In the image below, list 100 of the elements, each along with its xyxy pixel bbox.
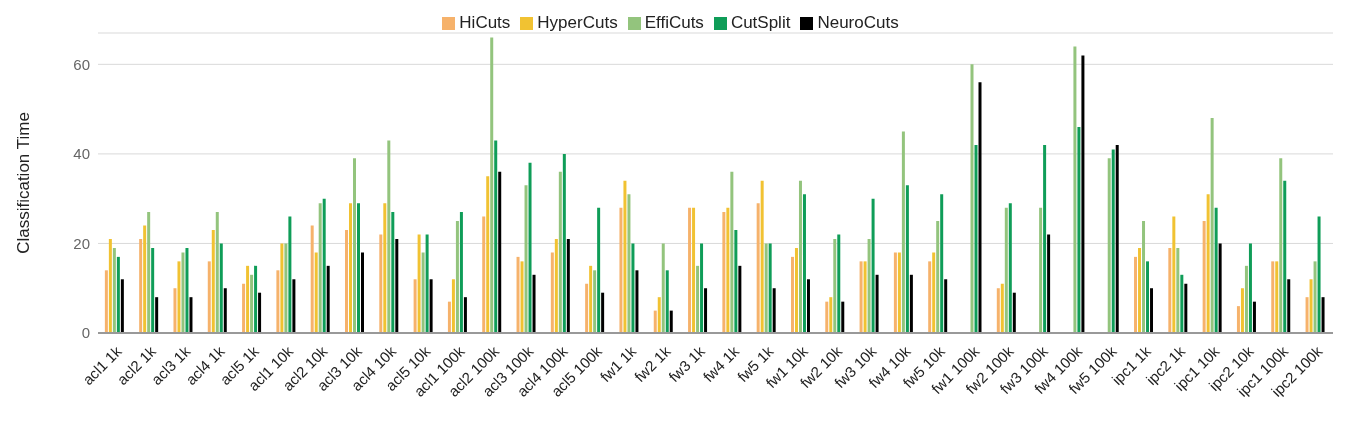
bar (623, 180, 627, 333)
bar (173, 288, 177, 333)
bar (314, 252, 318, 333)
y-tick-label: 20 (73, 234, 90, 252)
bar (806, 279, 810, 333)
bar (326, 265, 330, 333)
bar (772, 288, 776, 333)
bar (151, 247, 155, 333)
bar (421, 252, 425, 333)
bar (1184, 283, 1188, 333)
bar (585, 283, 589, 333)
bar (905, 185, 909, 333)
bar (1077, 127, 1081, 333)
bar (688, 207, 692, 333)
bar (322, 198, 326, 333)
bar (550, 252, 554, 333)
bar (790, 256, 794, 333)
bar (276, 270, 280, 333)
y-axis-title: Classification Time (14, 112, 34, 254)
bar (181, 252, 185, 333)
bar (1206, 194, 1210, 333)
bar (288, 216, 292, 333)
bar (978, 82, 982, 333)
bar (1214, 207, 1218, 333)
bar (554, 238, 558, 333)
bar (1043, 144, 1047, 333)
bar (566, 238, 570, 333)
bar (425, 234, 429, 333)
bar (219, 243, 223, 333)
bar (391, 212, 395, 333)
bar (1008, 203, 1012, 333)
bar (970, 64, 974, 333)
bar (361, 252, 364, 333)
bar (726, 207, 730, 333)
bar (1305, 297, 1309, 333)
bar (516, 256, 520, 333)
bar (1240, 288, 1244, 333)
bar (661, 243, 665, 333)
bar (310, 225, 314, 333)
bar (593, 270, 597, 333)
bar (768, 243, 772, 333)
bar (802, 194, 806, 333)
y-tick-label: 40 (73, 145, 90, 163)
bar (932, 252, 936, 333)
bar (1004, 207, 1008, 333)
bar (524, 185, 528, 333)
bar (177, 261, 181, 333)
bar (482, 216, 486, 333)
bar (185, 247, 189, 333)
bar (1210, 118, 1214, 333)
bar (1283, 180, 1287, 333)
bar (653, 310, 657, 333)
bar (528, 162, 532, 333)
bar (284, 243, 288, 333)
bar (897, 252, 901, 333)
bar (451, 279, 455, 333)
bar (1275, 261, 1279, 333)
legend-label: HiCuts (459, 13, 511, 32)
bar (738, 265, 742, 333)
bar (1168, 247, 1172, 333)
bar (871, 198, 875, 333)
bar (1279, 158, 1283, 333)
bar (627, 194, 631, 333)
bar (429, 279, 433, 333)
bar (147, 212, 151, 333)
bar (1172, 216, 1176, 333)
bar (825, 301, 829, 333)
legend-label: EffiCuts (644, 13, 704, 32)
bar (756, 203, 760, 333)
bar (619, 207, 623, 333)
bar (532, 274, 536, 333)
bar (734, 230, 738, 333)
bar (974, 144, 978, 333)
bar (387, 140, 391, 333)
bar (730, 171, 734, 333)
bar (1287, 279, 1291, 333)
bar (189, 297, 193, 333)
bar (258, 292, 262, 333)
bar (1115, 144, 1119, 333)
bar (1142, 221, 1146, 333)
bar (254, 265, 258, 333)
bar (246, 265, 250, 333)
bar (1047, 234, 1051, 333)
bar (1039, 207, 1043, 333)
bar (139, 238, 143, 333)
bar (696, 265, 700, 333)
bar (1309, 279, 1313, 333)
bar (562, 153, 566, 333)
bar (1000, 283, 1004, 333)
bar (944, 279, 948, 333)
bar (211, 230, 215, 333)
bar (1321, 297, 1325, 333)
bar (223, 288, 227, 333)
bar (383, 203, 387, 333)
bar (108, 238, 112, 333)
bar (207, 261, 211, 333)
legend-label: HyperCuts (537, 13, 618, 32)
bar (1218, 243, 1222, 333)
bar (700, 243, 704, 333)
bar (863, 261, 867, 333)
